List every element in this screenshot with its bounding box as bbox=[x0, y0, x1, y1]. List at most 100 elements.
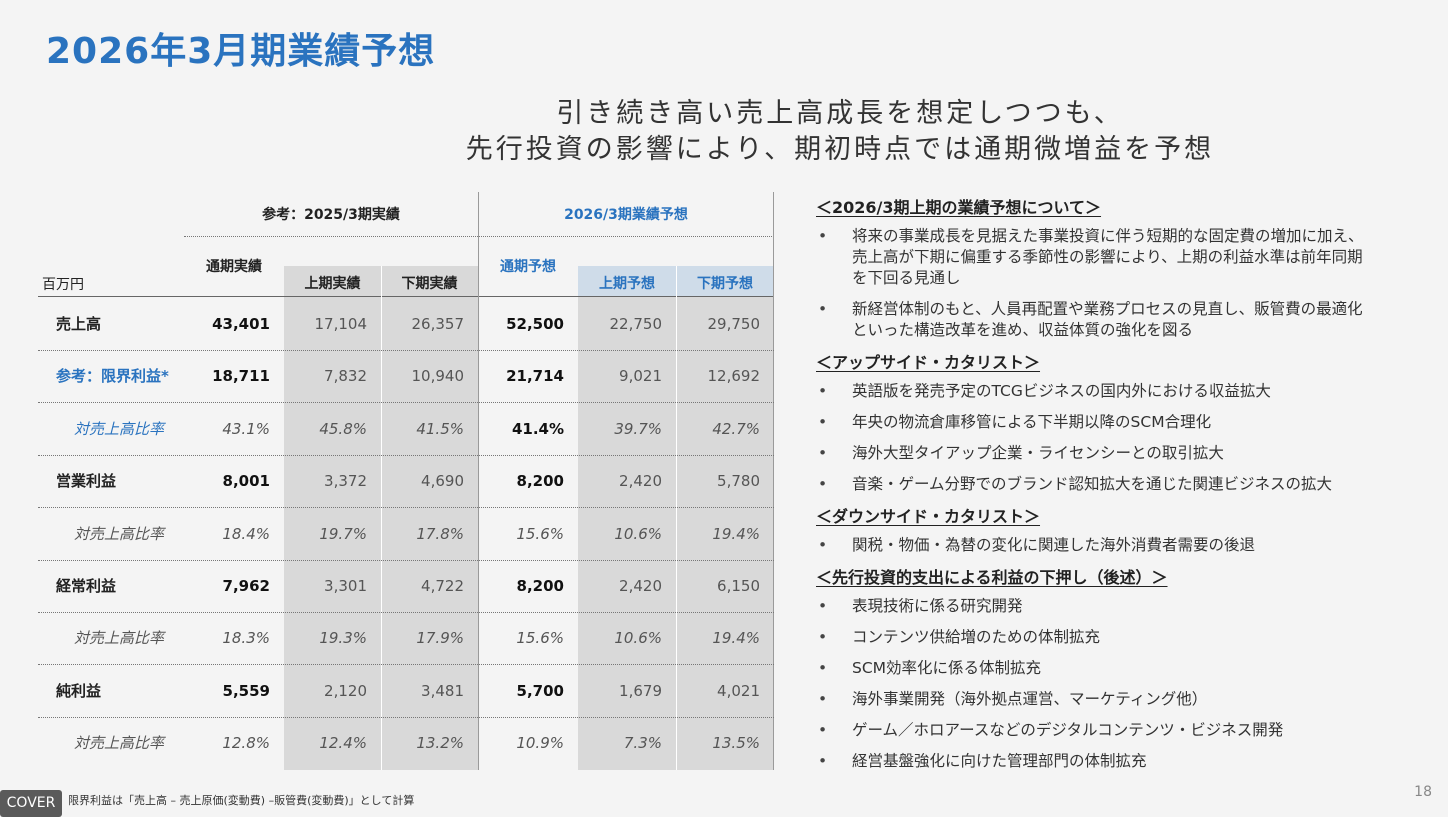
row-label: 対売上高比率 bbox=[74, 629, 165, 648]
bullet-item: 新経営体制のもと、人員再配置や業務プロセスの見直し、販管費の最適化といった構造改… bbox=[816, 299, 1376, 341]
row-label: 売上高 bbox=[56, 315, 102, 333]
bullet-item: 表現技術に係る研究開発 bbox=[816, 596, 1376, 617]
subtitle-line-1: 引き続き高い売上高成長を想定しつつも、 bbox=[556, 98, 1124, 129]
table-cell: 19.4% bbox=[712, 629, 760, 648]
separator-actual-forecast bbox=[478, 192, 479, 770]
bullet-item: 関税・物価・為替の変化に関連した海外消費者需要の後退 bbox=[816, 535, 1376, 556]
table-row: 対売上高比率 12.8% 12.4% 13.2% 10.9% 7.3% 13.5% bbox=[38, 717, 774, 769]
table-cell: 7.3% bbox=[623, 734, 662, 753]
bullet-item: ゲーム／ホロアースなどのデジタルコンテンツ・ビジネス開発 bbox=[816, 720, 1376, 741]
table-cell: 12.4% bbox=[319, 734, 367, 753]
table-cell: 26,357 bbox=[411, 315, 465, 333]
row-divider bbox=[38, 559, 774, 561]
table-cell: 22,750 bbox=[609, 315, 663, 333]
table-row: 売上高 43,401 17,104 26,357 52,500 22,750 29,750 bbox=[38, 298, 774, 351]
table-cell: 18.3% bbox=[222, 629, 270, 648]
page-number: 18 bbox=[1414, 784, 1432, 800]
row-divider bbox=[38, 350, 774, 351]
row-label: 対売上高比率 bbox=[74, 524, 165, 543]
table-cell: 45.8% bbox=[319, 419, 367, 438]
table-cell: 21,714 bbox=[506, 367, 564, 386]
table-cell: 7,962 bbox=[222, 577, 270, 595]
table-row: 純利益 5,559 2,120 3,481 5,700 1,679 4,021 bbox=[38, 665, 774, 718]
table-cell: 2,120 bbox=[324, 681, 367, 700]
table-cell: 2,420 bbox=[619, 472, 662, 491]
col-actual-h1: 上期実績 bbox=[304, 276, 361, 292]
table-cell: 1,679 bbox=[619, 681, 662, 700]
table-cell: 18,711 bbox=[212, 367, 270, 386]
table-cell: 6,150 bbox=[717, 577, 760, 595]
separator-right-edge bbox=[773, 192, 774, 770]
table-cell: 17,104 bbox=[314, 315, 368, 333]
table-cell: 9,021 bbox=[619, 367, 662, 386]
col-actual-h2: 下期実績 bbox=[401, 276, 458, 292]
table-cell: 3,481 bbox=[421, 681, 464, 700]
table-cell: 15.6% bbox=[516, 524, 564, 543]
table-cell: 3,301 bbox=[324, 577, 367, 595]
table-cell: 41.4% bbox=[511, 419, 564, 438]
bullet-item: 英語版を発売予定のTCGビジネスの国内外における収益拡大 bbox=[816, 381, 1376, 402]
col-forecast-full: 通期予想 bbox=[500, 259, 556, 275]
table-cell: 8,001 bbox=[222, 472, 270, 491]
table-cell: 19.7% bbox=[319, 524, 367, 543]
table-cell: 13.2% bbox=[416, 734, 464, 753]
forecast-table: 参考：2025/3期実績 2026/3期業績予想 百万円 通期実績 上期実績 下… bbox=[38, 192, 774, 770]
bullet-item: 海外事業開発（海外拠点運営、マーケティング他） bbox=[816, 689, 1376, 710]
table-cell: 10,940 bbox=[411, 367, 465, 386]
row-label: 営業利益 bbox=[56, 472, 117, 491]
table-cell: 5,559 bbox=[222, 681, 270, 700]
table-cell: 8,200 bbox=[516, 577, 564, 595]
row-divider bbox=[38, 454, 774, 456]
table-cell: 17.9% bbox=[416, 629, 464, 648]
section-heading: ＜2026/3期上期の業績予想について＞ bbox=[816, 198, 1102, 217]
table-cell: 5,700 bbox=[516, 681, 564, 700]
row-label: 純利益 bbox=[56, 681, 102, 700]
header-bottom-line bbox=[38, 296, 774, 297]
bullet-item: コンテンツ供給増のための体制拡充 bbox=[816, 627, 1376, 648]
col-forecast-h1: 上期予想 bbox=[599, 276, 655, 292]
cover-button[interactable]: COVER bbox=[0, 790, 62, 817]
bullet-item: 将来の事業成長を見据えた事業投資に伴う短期的な固定費の増加に加え、売上高が下期に… bbox=[816, 226, 1376, 289]
group-header-underline bbox=[184, 236, 774, 237]
section-heading: ＜ダウンサイド・カタリスト＞ bbox=[816, 507, 1041, 526]
table-cell: 19.3% bbox=[319, 629, 367, 648]
section-heading: ＜アップサイド・カタリスト＞ bbox=[816, 353, 1041, 372]
table-cell: 41.5% bbox=[416, 419, 464, 438]
page-subtitle: 引き続き高い売上高成長を想定しつつも、 先行投資の影響により、期初時点では通期微… bbox=[300, 96, 1380, 168]
row-divider bbox=[38, 402, 774, 404]
table-cell: 8,200 bbox=[516, 472, 564, 491]
table-cell: 3,372 bbox=[324, 472, 367, 491]
bullet-item: SCM効率化に係る体制拡充 bbox=[816, 658, 1376, 679]
row-label: 対売上高比率 bbox=[74, 419, 165, 438]
subtitle-line-2: 先行投資の影響により、期初時点では通期微増益を予想 bbox=[465, 134, 1215, 165]
row-label: 対売上高比率 bbox=[74, 734, 165, 753]
table-cell: 42.7% bbox=[712, 419, 760, 438]
commentary-panel: ＜2026/3期上期の業績予想について＞ 将来の事業成長を見据えた事業投資に伴う短… bbox=[816, 196, 1376, 782]
table-cell: 2,420 bbox=[619, 577, 662, 595]
table-cell: 4,690 bbox=[421, 472, 464, 491]
section-heading: ＜先行投資的支出による利益の下押し（後述）＞ bbox=[816, 568, 1168, 587]
table-cell: 19.4% bbox=[712, 524, 760, 543]
table-row: 対売上高比率 18.4% 19.7% 17.8% 15.6% 10.6% 19.4% bbox=[38, 508, 774, 561]
table-cell: 10.6% bbox=[614, 524, 662, 543]
row-label: 経常利益 bbox=[56, 577, 117, 595]
row-divider bbox=[38, 664, 774, 666]
table-row: 対売上高比率 18.3% 19.3% 17.9% 15.6% 10.6% 19.4% bbox=[38, 612, 774, 666]
table-cell: 18.4% bbox=[222, 524, 270, 543]
bullet-item: 経営基盤強化に向けた管理部門の体制拡充 bbox=[816, 751, 1376, 772]
footnote: 限界利益は「売上高 – 売上原価(変動費) –販管費(変動費)」として計算 bbox=[68, 794, 415, 807]
table-cell: 15.6% bbox=[516, 629, 564, 648]
table-cell: 43,401 bbox=[212, 315, 270, 333]
separator-half-actual bbox=[381, 266, 382, 770]
group-header-forecast: 2026/3期業績予想 bbox=[564, 207, 688, 223]
table-row: 経常利益 7,962 3,301 4,722 8,200 2,420 6,150 bbox=[38, 560, 774, 613]
table-cell: 52,500 bbox=[506, 315, 564, 333]
col-actual-full: 通期実績 bbox=[206, 259, 262, 275]
table-row: 営業利益 8,001 3,372 4,690 8,200 2,420 5,780 bbox=[38, 455, 774, 509]
table-cell: 43.1% bbox=[222, 419, 270, 438]
table-cell: 10.6% bbox=[614, 629, 662, 648]
table-cell: 17.8% bbox=[416, 524, 464, 543]
row-divider bbox=[38, 612, 774, 613]
bullet-item: 年央の物流倉庫移管による下半期以降のSCM合理化 bbox=[816, 412, 1376, 433]
table-cell: 4,021 bbox=[717, 681, 760, 700]
